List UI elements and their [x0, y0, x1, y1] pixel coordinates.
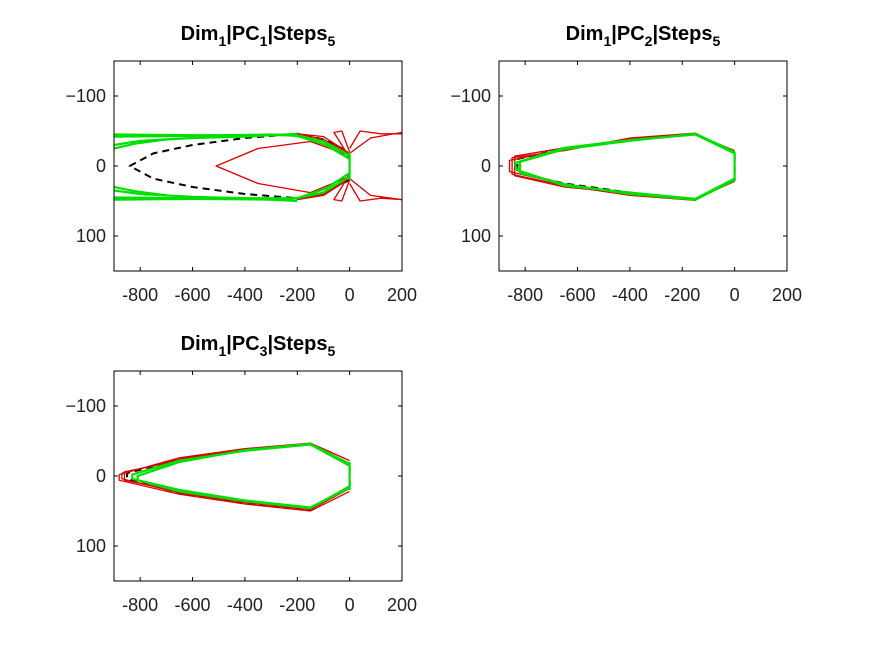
y-tick-label: 0 — [481, 156, 491, 176]
y-tick-label: 0 — [96, 466, 106, 486]
series-line-red-5 — [333, 172, 351, 202]
x-tick-label: -200 — [664, 285, 700, 305]
series-line-green-13 — [114, 172, 351, 201]
y-tick-label: −100 — [65, 396, 106, 416]
series-line-green-11 — [114, 138, 167, 150]
x-tick-label: -800 — [122, 595, 158, 615]
series-group — [508, 132, 736, 201]
x-tick-label: -400 — [612, 285, 648, 305]
x-tick-label: 200 — [772, 285, 802, 305]
y-tick-label: −100 — [65, 86, 106, 106]
subplot-title: Dim1|PC1|Steps5 — [181, 23, 336, 49]
subplot-pc3: Dim1|PC3|Steps5 -800 -600 -400 -200 0 200 −100… — [65, 333, 417, 615]
x-tick-label: -200 — [279, 595, 315, 615]
x-tick-label: -600 — [560, 285, 596, 305]
series-line-green-5 — [136, 442, 351, 509]
series-line-green-5 — [518, 132, 736, 201]
x-tick-label: -800 — [507, 285, 543, 305]
series-line-red-4 — [333, 130, 351, 160]
x-tick-label: 0 — [345, 595, 355, 615]
y-tick-label: 100 — [461, 226, 491, 246]
x-tick-label: -600 — [175, 285, 211, 305]
y-tick-label: 0 — [96, 156, 106, 176]
series-line-green-14 — [114, 189, 298, 203]
series-line-green-10 — [114, 132, 298, 147]
y-tick-label: −100 — [450, 86, 491, 106]
x-tick-label: 200 — [387, 595, 417, 615]
series-group — [114, 130, 402, 203]
series-line-red-3 — [296, 177, 402, 201]
series-group — [118, 442, 351, 512]
x-tick-label: -600 — [175, 595, 211, 615]
x-tick-label: -800 — [122, 285, 158, 305]
series-line-red-2 — [296, 131, 402, 155]
x-tick-label: -400 — [227, 595, 263, 615]
x-tick-label: -200 — [279, 285, 315, 305]
subplot-pc2: Dim1|PC2|Steps5 -800 -600 -400 -200 0 200 −100… — [450, 23, 802, 305]
subplot-title: Dim1|PC2|Steps5 — [566, 23, 721, 49]
subplot-title: Dim1|PC3|Steps5 — [181, 333, 336, 359]
x-tick-label: -400 — [227, 285, 263, 305]
series-line-red-7 — [349, 183, 402, 202]
x-tick-label: 200 — [387, 285, 417, 305]
series-line-green-15 — [114, 185, 167, 197]
subplot-pc1: Dim1|PC1|Steps5 -800 -600 -400 -200 0 200 −100… — [65, 23, 417, 305]
y-tick-label: 100 — [76, 226, 106, 246]
x-tick-label: 0 — [730, 285, 740, 305]
x-tick-label: 0 — [345, 285, 355, 305]
series-line-red-6 — [349, 130, 402, 149]
y-tick-label: 100 — [76, 536, 106, 556]
